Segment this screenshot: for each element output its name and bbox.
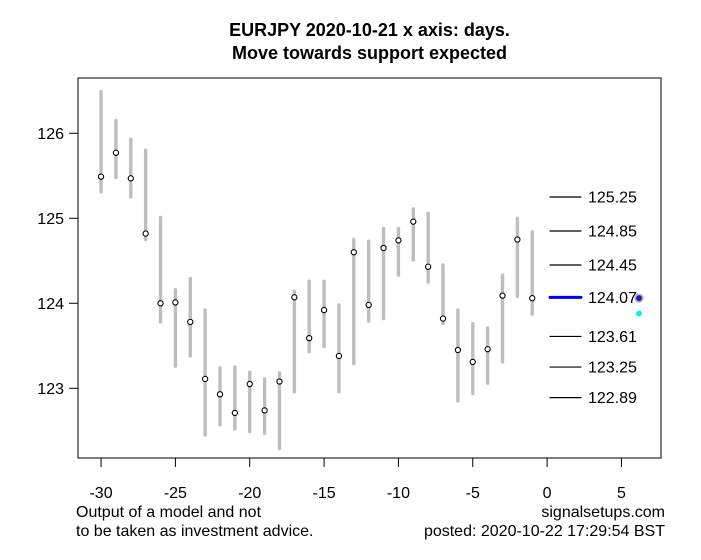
level-label: 125.25 [588, 190, 637, 207]
level-label: 123.61 [588, 329, 637, 346]
mid-point [410, 218, 417, 225]
x-tick-label: -10 [387, 485, 410, 502]
mid-point [291, 294, 298, 301]
mid-point [216, 391, 224, 398]
disclaimer-line-2: to be taken as investment advice. [76, 523, 314, 540]
cyan-forecast-dot [636, 310, 642, 317]
y-tick-label: 124 [37, 296, 64, 313]
level-label: 124.07 [588, 290, 637, 307]
y-tick-label: 126 [37, 126, 64, 143]
mid-point [187, 318, 194, 326]
mid-point [201, 375, 209, 383]
level-label: 124.85 [588, 224, 637, 241]
mid-point [425, 263, 432, 270]
mid-point [335, 352, 343, 360]
forecast-dot-ring [634, 293, 644, 303]
mid-point [380, 244, 387, 252]
mid-point [395, 237, 402, 244]
mid-point [231, 409, 239, 417]
y-tick-label: 125 [37, 211, 64, 228]
x-tick-label: 0 [543, 485, 552, 502]
mid-point [469, 358, 476, 366]
mid-point [499, 292, 506, 299]
mid-point [142, 230, 149, 237]
plot-border [77, 77, 662, 459]
level-label: 124.45 [588, 258, 637, 275]
mid-point [529, 295, 536, 302]
mid-point [157, 300, 164, 307]
mid-point [320, 306, 328, 314]
mid-point [97, 173, 105, 180]
site-name: signalsetups.com [541, 504, 665, 521]
y-tick-label: 123 [37, 381, 64, 398]
mid-point [350, 249, 357, 256]
mid-point [439, 315, 447, 322]
x-tick-label: -5 [466, 485, 480, 502]
mid-point [127, 175, 134, 182]
posted-timestamp: posted: 2020-10-22 17:29:54 BST [423, 523, 665, 540]
x-tick-label: -30 [89, 485, 112, 502]
mid-point [484, 346, 491, 353]
mid-point [306, 334, 313, 342]
chart-title: EURJPY 2020-10-21 x axis: days. [229, 20, 510, 40]
blue-forecast-dot [636, 295, 642, 302]
chart-subtitle: Move towards support expected [231, 43, 508, 63]
x-tick-label: -15 [313, 485, 336, 502]
mid-point [514, 236, 521, 243]
mid-point [112, 149, 120, 156]
x-tick-label: 5 [617, 485, 626, 502]
disclaimer-line-1: Output of a model and not [76, 504, 262, 521]
x-tick-label: -20 [238, 485, 261, 502]
mid-point [276, 378, 283, 385]
mid-point [454, 346, 462, 354]
mid-point [365, 301, 372, 309]
mid-point [261, 407, 268, 414]
x-tick-label: -25 [164, 485, 187, 502]
attribution-text: signalsetups.com posted: 2020-10-22 17:2… [424, 503, 665, 541]
mid-point [172, 299, 179, 306]
mid-point [246, 380, 253, 388]
disclaimer-text: Output of a model and not to be taken as… [76, 503, 313, 541]
level-label: 122.89 [588, 390, 637, 407]
level-label: 123.25 [588, 360, 637, 377]
